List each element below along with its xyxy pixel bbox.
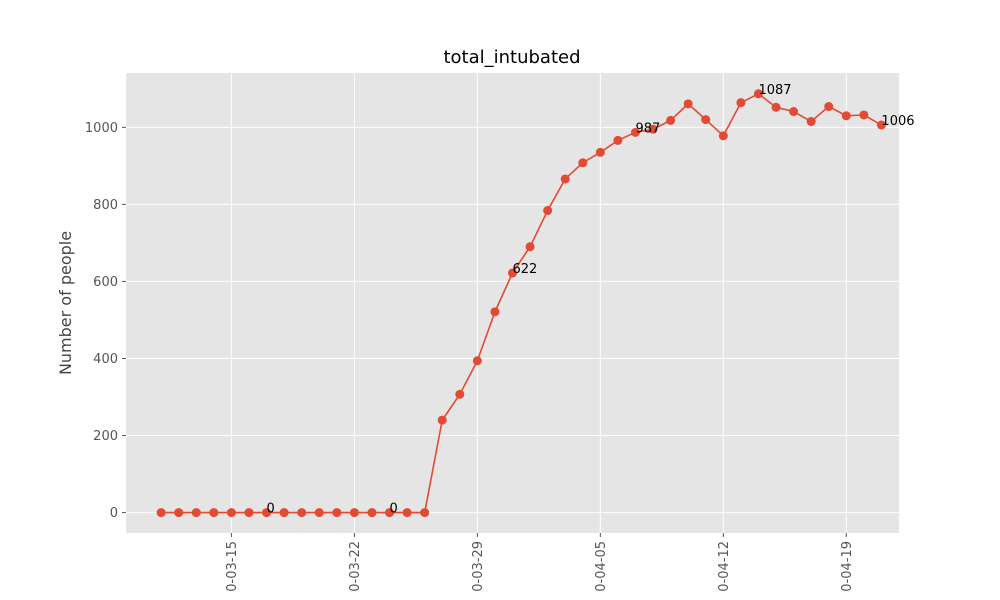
- grid: [126, 73, 899, 533]
- data-point: [490, 307, 500, 317]
- y-tick-label: 200: [93, 429, 118, 444]
- data-points: [156, 89, 886, 518]
- data-point: [156, 508, 166, 518]
- plot-area: [126, 73, 899, 533]
- data-label: 1006: [881, 114, 914, 129]
- data-point: [806, 117, 816, 127]
- chart-title: total_intubated: [443, 47, 580, 68]
- data-point: [262, 508, 272, 518]
- annotations: 0 0 622 987 1087 1006: [267, 83, 915, 517]
- data-point: [508, 268, 517, 278]
- data-point: [824, 102, 834, 112]
- data-point: [349, 508, 359, 518]
- x-tick-label: 0-04-19: [840, 541, 855, 592]
- data-label: 0: [267, 502, 275, 517]
- data-point: [244, 508, 254, 518]
- data-point: [789, 107, 799, 117]
- data-point: [472, 356, 482, 366]
- data-point: [402, 508, 412, 518]
- y-ticks: 0 200 400 600 800 1000: [85, 121, 126, 521]
- data-point: [876, 120, 886, 130]
- x-tick-label: 0-03-15: [225, 541, 240, 592]
- data-point: [771, 102, 781, 112]
- data-point: [701, 115, 711, 125]
- x-tick-label: 0-03-22: [348, 541, 363, 592]
- data-point: [613, 135, 623, 145]
- data-point: [718, 131, 728, 141]
- data-point: [525, 242, 535, 252]
- y-axis-label: Number of people: [56, 231, 75, 375]
- x-tick-label: 0-04-05: [594, 541, 609, 592]
- data-point: [226, 508, 236, 518]
- y-tick-label: 1000: [85, 121, 118, 136]
- data-point: [279, 508, 289, 518]
- data-point: [174, 508, 184, 518]
- data-point: [297, 508, 307, 518]
- x-tick-label: 0-04-12: [717, 541, 732, 592]
- y-tick-label: 800: [93, 198, 118, 213]
- data-point: [648, 124, 658, 134]
- data-point: [560, 174, 570, 184]
- y-tick-label: 0: [110, 506, 118, 521]
- data-point: [666, 115, 676, 125]
- data-point: [455, 389, 465, 399]
- x-tick-label: 0-03-29: [471, 541, 486, 592]
- data-point: [437, 415, 447, 425]
- data-point: [314, 508, 324, 518]
- data-point: [841, 111, 851, 121]
- data-point: [578, 158, 588, 168]
- data-point: [420, 508, 430, 518]
- y-tick-label: 400: [93, 352, 118, 367]
- data-label: 1087: [758, 83, 791, 98]
- data-point: [859, 110, 869, 120]
- data-point: [543, 206, 553, 216]
- data-point: [209, 508, 219, 518]
- data-point: [753, 89, 763, 99]
- data-point: [595, 147, 605, 157]
- data-point: [332, 508, 342, 518]
- data-label: 987: [635, 121, 660, 136]
- data-point: [385, 508, 395, 518]
- data-point: [683, 99, 693, 109]
- data-point: [736, 98, 746, 108]
- y-tick-label: 600: [93, 275, 118, 290]
- data-label: 0: [390, 502, 398, 517]
- data-point: [367, 508, 377, 518]
- data-point: [191, 508, 201, 518]
- x-ticks: 0-03-15 0-03-22 0-03-29 0-04-05 0-04-12 0-04-…: [225, 533, 855, 592]
- data-label: 622: [513, 262, 538, 277]
- data-point: [630, 127, 640, 137]
